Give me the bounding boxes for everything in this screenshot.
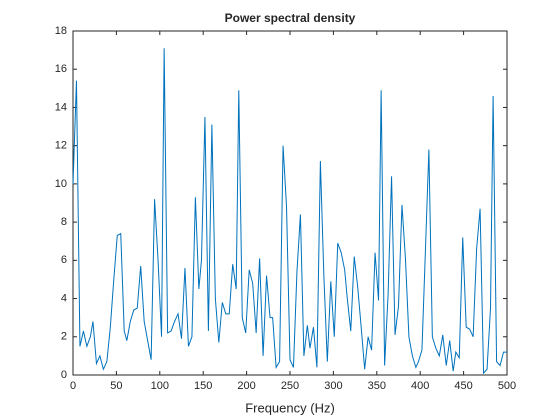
- x-tick-label: 350: [368, 380, 386, 392]
- x-tick-label: 150: [194, 380, 212, 392]
- x-tick-label: 500: [498, 380, 516, 392]
- y-tick-label: 4: [61, 292, 67, 304]
- chart-title: Power spectral density: [225, 11, 356, 25]
- x-tick-label: 50: [110, 380, 122, 392]
- y-tick-label: 6: [61, 254, 67, 266]
- x-tick-label: 450: [454, 380, 472, 392]
- y-tick-label: 10: [55, 178, 67, 190]
- y-tick-label: 0: [61, 369, 67, 381]
- x-axis-label: Frequency (Hz): [245, 400, 335, 415]
- x-tick-label: 0: [70, 380, 76, 392]
- y-tick-label: 2: [61, 331, 67, 343]
- y-tick-label: 16: [55, 63, 67, 75]
- data-line: [72, 48, 507, 375]
- y-tick-label: 12: [55, 140, 67, 152]
- x-tick-label: 250: [281, 380, 299, 392]
- y-tick-label: 8: [61, 216, 67, 228]
- axes-box: [72, 30, 508, 376]
- x-tick-label: 300: [324, 380, 342, 392]
- x-tick-label: 200: [237, 380, 255, 392]
- y-tick-label: 18: [55, 25, 67, 37]
- y-tick-label: 14: [55, 101, 67, 113]
- x-tick-label: 400: [411, 380, 429, 392]
- x-tick-label: 100: [151, 380, 169, 392]
